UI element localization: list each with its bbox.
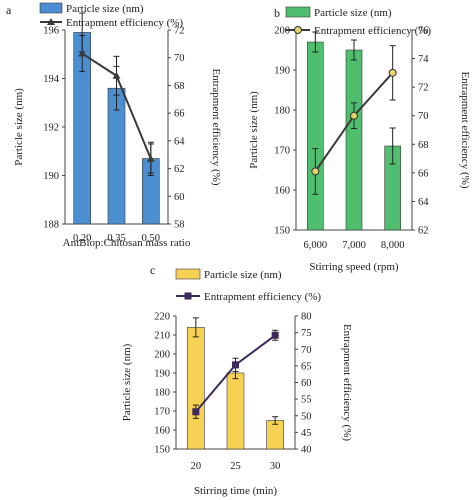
y2-tick-label: 50: [301, 411, 312, 422]
y2-axis-title: Entrapment efficiency (%): [459, 71, 471, 188]
y2-tick-label: 60: [174, 192, 185, 203]
chart-panel-c: c 150 160 170 180 190 200 210 220 40 45 50 55 60 65 70 7…: [121, 263, 353, 497]
chart-panel-b: b 150 160 170 180 190 200 62 64 66 68 70 72 74 76 6,000…: [248, 6, 471, 273]
point-marker: [192, 408, 200, 416]
y2-tick-label: 58: [174, 220, 185, 231]
point-marker: [232, 361, 239, 369]
y-axis-title: Particle size (nm): [13, 88, 25, 166]
y2-tick-label: 64: [174, 136, 185, 147]
y2-tick-label: 62: [174, 164, 185, 175]
y-tick-label: 194: [43, 74, 60, 85]
x-tick-label: 25: [230, 461, 241, 472]
bar: [226, 372, 245, 450]
y2-tick-label: 66: [418, 168, 429, 179]
point-marker: [294, 26, 302, 34]
legend-label: Entrapment efficiency (%): [66, 17, 183, 29]
y2-tick-label: 55: [301, 395, 312, 406]
x-tick-label: 7,000: [342, 240, 366, 251]
legend-swatch-bar: [175, 268, 201, 280]
point-marker: [112, 71, 121, 79]
point-marker: [388, 68, 397, 77]
y2-tick-label: 66: [174, 109, 185, 120]
panel-label: c: [150, 263, 155, 277]
x-axis-title: AntBiop:Chitosan mass ratio: [63, 237, 191, 249]
y-tick-label: 150: [274, 226, 290, 237]
y-axis-title: Particle size (nm): [248, 91, 260, 169]
x-axis-title: Stirring speed (rpm): [309, 261, 399, 273]
x-tick-label: 20: [191, 461, 202, 472]
y2-tick-label: 68: [418, 140, 429, 151]
point-marker: [47, 18, 55, 25]
chart-panel-a: a 188 190 192 194 196 58 60 62 64 66 68 70 72 0.20 0.35…: [6, 2, 222, 249]
y-tick-label: 210: [154, 331, 170, 342]
y2-tick-label: 70: [174, 53, 185, 64]
point-marker: [350, 111, 358, 120]
x-tick-label: 0.50: [142, 233, 160, 244]
y2-tick-label: 68: [174, 81, 185, 92]
y-tick-label: 220: [154, 312, 170, 323]
y-tick-label: 190: [274, 66, 290, 77]
legend: Particle size (nm) Entrapment efficiency …: [285, 6, 431, 37]
y2-tick-label: 74: [418, 54, 429, 65]
y2-tick-label: 60: [301, 378, 312, 389]
y2-tick-label: 40: [301, 445, 312, 456]
legend-label: Entrapment efficiency (%): [314, 25, 431, 37]
legend: Particle size (nm) Entrapment efficiency …: [39, 2, 183, 29]
y-tick-label: 190: [43, 171, 59, 182]
y-tick-label: 170: [154, 407, 170, 418]
y-tick-label: 196: [43, 26, 59, 37]
y-axis-title: Particle size (nm): [121, 343, 133, 421]
legend: Particle size (nm) Entrapment efficiency …: [175, 268, 321, 303]
point-marker: [184, 292, 192, 300]
y2-tick-label: 72: [174, 26, 185, 37]
y-tick-label: 188: [43, 220, 59, 231]
y2-tick-label: 75: [301, 328, 312, 339]
y2-tick-label: 62: [418, 226, 429, 237]
legend-label: Particle size (nm): [66, 3, 144, 15]
y2-tick-label: 64: [418, 197, 429, 208]
x-axis-title: Stirring time (min): [194, 485, 277, 497]
y-tick-label: 180: [274, 106, 290, 117]
y2-tick-label: 76: [418, 26, 429, 37]
y2-tick-label: 72: [418, 83, 429, 94]
y2-tick-label: 70: [301, 345, 312, 356]
y-tick-label: 200: [154, 350, 170, 361]
legend-label: Particle size (nm): [314, 7, 392, 19]
y2-tick-label: 65: [301, 361, 312, 372]
bar: [345, 49, 363, 231]
y2-axis-title: Entrapment efficiency (%): [210, 68, 222, 185]
y-tick-label: 200: [274, 26, 290, 37]
bar: [307, 41, 324, 231]
y2-axis-title: Entrapment efficiency (%): [341, 324, 353, 441]
point-marker: [271, 331, 279, 339]
y2-tick-label: 45: [301, 428, 312, 439]
legend-swatch-bar: [285, 6, 311, 18]
y-tick-label: 192: [43, 123, 59, 134]
point-marker: [146, 154, 155, 162]
y-tick-label: 180: [154, 388, 170, 399]
x-tick-label: 6,000: [304, 240, 328, 251]
y-tick-label: 190: [154, 369, 170, 380]
x-tick-label: 8,000: [381, 240, 405, 251]
y2-tick-label: 70: [418, 111, 429, 122]
point-marker: [78, 49, 87, 57]
legend-swatch-bar: [39, 2, 63, 14]
legend-label: Entrapment efficiency (%): [204, 291, 321, 303]
y-tick-label: 160: [274, 186, 290, 197]
x-tick-label: 30: [270, 461, 281, 472]
point-marker: [311, 167, 320, 176]
panel-label: b: [274, 6, 280, 20]
x-tick-label: 0.35: [107, 233, 125, 244]
y-tick-label: 160: [154, 426, 170, 437]
panel-label: a: [6, 3, 12, 17]
x-tick-label: 0.20: [73, 233, 91, 244]
y-tick-label: 170: [274, 146, 290, 157]
y2-tick-label: 80: [301, 312, 312, 323]
legend-label: Particle size (nm): [204, 269, 282, 281]
y-tick-label: 150: [154, 445, 170, 456]
bar: [187, 327, 205, 450]
